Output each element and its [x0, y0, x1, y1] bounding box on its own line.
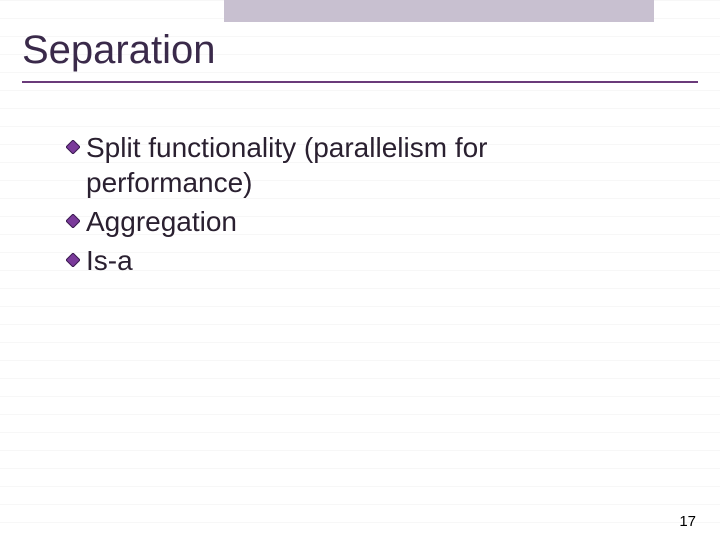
diamond-bullet-icon	[66, 140, 80, 154]
diamond-shape	[66, 253, 80, 267]
diamond-shape	[66, 214, 80, 228]
list-item: Aggregation	[66, 204, 660, 239]
title-underline	[22, 81, 698, 83]
diamond-bullet-icon	[66, 253, 80, 267]
bullet-text: Split functionality (parallelism for per…	[86, 130, 660, 200]
page-number: 17	[679, 513, 696, 530]
diamond-bullet-icon	[66, 214, 80, 228]
top-accent-bar	[224, 0, 654, 22]
body-block: Split functionality (parallelism for per…	[66, 130, 660, 282]
slide: Separation Split functionality (parallel…	[0, 0, 720, 540]
bullet-text: Is-a	[86, 243, 660, 278]
list-item: Split functionality (parallelism for per…	[66, 130, 660, 200]
bullet-text: Aggregation	[86, 204, 660, 239]
list-item: Is-a	[66, 243, 660, 278]
diamond-shape	[66, 140, 80, 154]
title-block: Separation	[22, 28, 698, 83]
slide-title: Separation	[22, 28, 698, 81]
